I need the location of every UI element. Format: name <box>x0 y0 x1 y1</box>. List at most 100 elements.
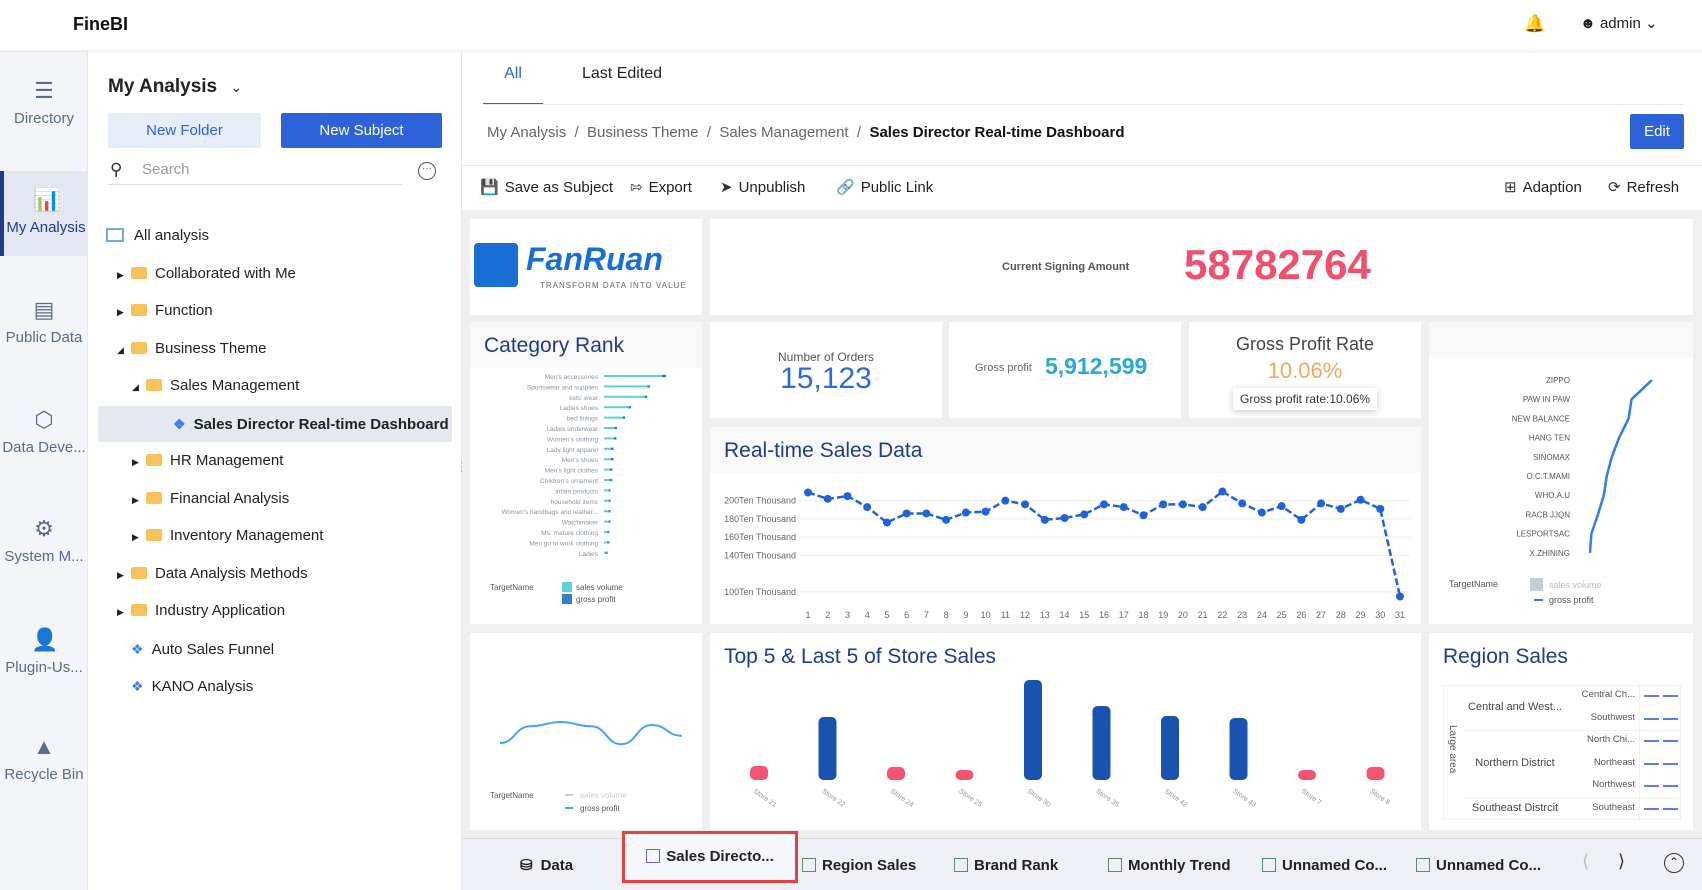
data-point[interactable] <box>1178 500 1187 509</box>
caret-right-icon[interactable]: ▶ <box>117 307 124 317</box>
tree-title[interactable]: My Analysis ⌄ <box>108 76 242 98</box>
data-point[interactable] <box>882 518 891 527</box>
bottom-tab[interactable]: Sales Directo... <box>622 831 798 883</box>
caret-right-icon[interactable]: ▶ <box>117 607 124 617</box>
new-folder-button[interactable]: New Folder <box>108 113 261 148</box>
store-bar[interactable] <box>1092 706 1111 780</box>
caret-right-icon[interactable]: ▶ <box>132 494 139 505</box>
data-point[interactable] <box>804 488 812 497</box>
public-link-button[interactable]: 🔗 Public Link <box>836 178 933 196</box>
scroll-left-icon[interactable]: ⟨ <box>1582 851 1590 871</box>
breadcrumb-item[interactable]: Business Theme <box>587 124 699 141</box>
data-point[interactable] <box>843 492 852 501</box>
refresh-button[interactable]: ⟳ Refresh <box>1608 178 1679 196</box>
store-bar[interactable] <box>818 717 837 780</box>
more-options-icon[interactable]: ··· <box>418 162 436 180</box>
rail-item-my-analysis[interactable]: 📊 My Analysis <box>0 171 88 256</box>
data-point[interactable] <box>1139 511 1148 520</box>
store-bar[interactable] <box>1366 767 1385 780</box>
rail-item-system-m-[interactable]: ⚙ System M... <box>0 500 88 585</box>
export-button[interactable]: ⇰ Export <box>630 178 692 196</box>
bottom-tab[interactable]: Monthly Trend <box>1108 851 1231 881</box>
rail-item-public-data[interactable]: ▤ Public Data <box>0 281 88 366</box>
data-point[interactable] <box>1376 504 1385 513</box>
breadcrumb-item[interactable]: Sales Management <box>719 124 849 141</box>
scroll-right-icon[interactable]: ⟩ <box>1618 851 1626 871</box>
data-point[interactable] <box>1001 496 1010 505</box>
data-point[interactable] <box>1238 499 1247 508</box>
tree-item[interactable]: ▶ Inventory Management <box>88 518 452 554</box>
store-bar[interactable] <box>750 766 768 780</box>
search-input[interactable]: ⚲ Search <box>108 155 402 185</box>
data-point[interactable] <box>1297 515 1306 524</box>
new-subject-button[interactable]: New Subject <box>281 113 442 148</box>
tree-item[interactable]: ▶ Financial Analysis <box>88 481 452 517</box>
collapse-up-icon[interactable]: ⌃ <box>1664 853 1684 873</box>
data-point[interactable] <box>1198 503 1207 512</box>
tab-all[interactable]: All <box>483 65 543 105</box>
tree-item[interactable]: All analysis <box>88 218 452 254</box>
data-point[interactable] <box>922 509 931 518</box>
caret-down-icon[interactable]: ◢ <box>117 344 124 355</box>
tree-item[interactable]: ▶ Industry Application <box>88 593 452 629</box>
store-bar[interactable] <box>887 767 905 780</box>
data-point[interactable] <box>1080 510 1089 519</box>
data-point[interactable] <box>1356 495 1365 504</box>
rail-item-data-deve-[interactable]: ⬡ Data Deve... <box>0 391 88 476</box>
bottom-tab[interactable]: ⛁ Data <box>520 851 573 881</box>
data-point[interactable] <box>981 507 990 516</box>
caret-down-icon[interactable]: ◢ <box>132 382 139 392</box>
unpublish-button[interactable]: ➤ Unpublish <box>720 178 805 196</box>
rail-item-directory[interactable]: ☰ Directory <box>0 62 88 147</box>
tree-item[interactable]: ◢ Sales Management <box>88 368 452 404</box>
data-point[interactable] <box>1159 500 1168 509</box>
store-bar[interactable] <box>1161 716 1179 780</box>
bell-icon[interactable]: 🔔 <box>1524 14 1546 33</box>
tree-item[interactable]: ❖ KANO Analysis <box>88 668 452 704</box>
data-point[interactable] <box>942 515 951 524</box>
data-point[interactable] <box>1396 592 1404 601</box>
data-point[interactable] <box>1257 508 1266 517</box>
chart-icon <box>954 858 968 872</box>
rail-item-recycle-bin[interactable]: ▲ Recycle Bin <box>0 718 88 803</box>
data-point[interactable] <box>1021 500 1030 509</box>
bottom-tab[interactable]: Unnamed Co... <box>1262 851 1387 881</box>
caret-right-icon[interactable]: ▶ <box>132 457 139 467</box>
caret-right-icon[interactable]: ▶ <box>117 269 124 280</box>
data-point[interactable] <box>1119 503 1128 512</box>
data-point[interactable] <box>961 508 970 517</box>
data-point[interactable] <box>863 503 872 512</box>
bottom-tab[interactable]: Unnamed Co... <box>1416 851 1541 881</box>
data-point[interactable] <box>1277 502 1286 511</box>
caret-right-icon[interactable]: ▶ <box>117 569 124 580</box>
tree-item[interactable]: ▶ HR Management <box>88 443 452 479</box>
adaption-button[interactable]: ⊞ Adaption <box>1504 178 1582 196</box>
tree-item[interactable]: ▶ Collaborated with Me <box>88 256 452 292</box>
user-menu[interactable]: ☻ admin ⌄ <box>1580 14 1658 32</box>
data-point[interactable] <box>1060 514 1069 523</box>
bottom-tab[interactable]: Brand Rank <box>954 851 1058 881</box>
data-point[interactable] <box>1100 500 1108 509</box>
data-point[interactable] <box>1218 487 1227 496</box>
data-point[interactable] <box>823 494 832 503</box>
tree-item[interactable]: ▶ Function <box>88 293 452 329</box>
edit-button[interactable]: Edit <box>1630 114 1684 149</box>
bottom-tab[interactable]: Region Sales <box>802 851 916 881</box>
breadcrumb-item[interactable]: My Analysis <box>487 124 567 141</box>
data-point[interactable] <box>1336 504 1345 513</box>
store-bar[interactable] <box>1229 718 1248 780</box>
data-point[interactable] <box>1040 515 1049 524</box>
tree-item[interactable]: ▶ Data Analysis Methods <box>88 556 452 592</box>
tree-item[interactable]: ❖ Auto Sales Funnel <box>88 631 452 667</box>
rail-item-plugin-us-[interactable]: 👤 Plugin-Us... <box>0 611 88 696</box>
store-bar[interactable] <box>1298 770 1316 780</box>
save-as-subject-button[interactable]: 💾 Save as Subject <box>480 178 613 196</box>
data-point[interactable] <box>902 509 911 518</box>
tree-item[interactable]: ◢ Business Theme <box>88 331 452 367</box>
tree-item[interactable]: ❖ Sales Director Real-time Dashboard <box>98 405 452 442</box>
store-bar[interactable] <box>1024 680 1042 780</box>
tab-last-edited[interactable]: Last Edited <box>582 65 663 82</box>
data-point[interactable] <box>1317 499 1326 508</box>
caret-right-icon[interactable]: ▶ <box>132 532 139 542</box>
store-bar[interactable] <box>955 770 974 780</box>
